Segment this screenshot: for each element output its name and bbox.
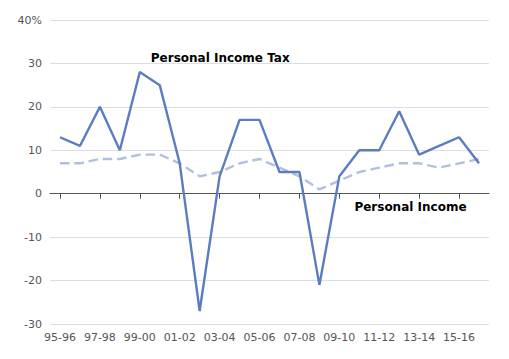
svg-text:05-06: 05-06 <box>244 331 276 344</box>
svg-text:-10: -10 <box>24 231 42 244</box>
svg-text:13-14: 13-14 <box>403 331 435 344</box>
svg-text:-20: -20 <box>24 274 42 287</box>
svg-text:Personal Income: Personal Income <box>354 200 466 214</box>
svg-text:Personal Income Tax: Personal Income Tax <box>151 51 290 65</box>
svg-text:03-04: 03-04 <box>204 331 236 344</box>
svg-text:40%: 40% <box>18 14 42 27</box>
svg-text:01-02: 01-02 <box>164 331 196 344</box>
svg-text:15-16: 15-16 <box>443 331 475 344</box>
svg-text:07-08: 07-08 <box>283 331 315 344</box>
svg-text:30: 30 <box>28 57 42 70</box>
svg-text:11-12: 11-12 <box>363 331 395 344</box>
svg-text:-30: -30 <box>24 318 42 331</box>
svg-text:09-10: 09-10 <box>323 331 355 344</box>
svg-text:10: 10 <box>28 144 42 157</box>
svg-text:97-98: 97-98 <box>84 331 116 344</box>
svg-text:99-00: 99-00 <box>124 331 156 344</box>
svg-text:0: 0 <box>35 187 42 200</box>
svg-text:95-96: 95-96 <box>44 331 76 344</box>
svg-text:20: 20 <box>28 100 42 113</box>
